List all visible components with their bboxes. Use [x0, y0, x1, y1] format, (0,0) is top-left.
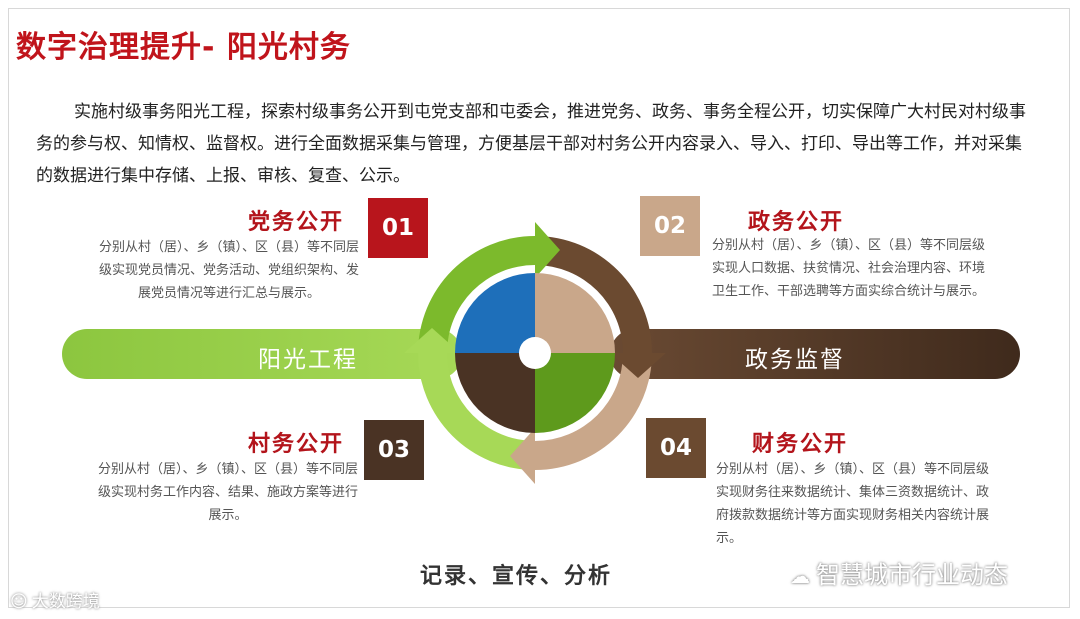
bottom-caption: 记录、宣传、分析 — [420, 564, 613, 589]
watermark-left: ☺ 大数跨境 — [10, 587, 100, 612]
ring-arrowheads — [404, 222, 666, 484]
right-arrow-label: 政务监督 — [745, 347, 845, 373]
right-arrow-bar — [610, 329, 1020, 379]
watermark-right-text: 智慧城市行业动态 — [816, 561, 1008, 589]
left-arrow-bar — [62, 329, 462, 379]
watermark-right: ☁ 智慧城市行业动态 — [790, 555, 1008, 590]
section-01-number: 01 — [368, 198, 428, 258]
section-04-number: 04 — [646, 418, 706, 478]
section-02-number: 02 — [640, 196, 700, 256]
intro-paragraph: 实施村级事务阳光工程，探索村级事务公开到屯党支部和屯委会，推进党务、政务、事务全… — [36, 102, 1026, 186]
section-01-title: 党务公开 — [248, 210, 345, 235]
section-03-description: 分别从村（居）、乡（镇）、区（县）等不同层级实现村务工作内容、结果、施政方案等进… — [97, 462, 358, 523]
center-dot — [519, 337, 551, 369]
section-04-title: 财务公开 — [752, 432, 849, 457]
watermark-left-text: 大数跨境 — [31, 592, 100, 612]
page-title: 数字治理提升- 阳光村务 — [16, 30, 351, 65]
section-03-title: 村务公开 — [248, 432, 345, 457]
section-03-number: 03 — [364, 420, 424, 480]
wechat-icon: ☁ — [790, 564, 810, 588]
watermark-logo-icon: ☺ — [10, 592, 28, 612]
section-02-description: 分别从村（居）、乡（镇）、区（县）等不同层级实现人口数据、扶贫情况、社会治理内容… — [712, 238, 986, 299]
section-02-title: 政务公开 — [748, 210, 845, 235]
left-arrow-label: 阳光工程 — [258, 347, 358, 373]
outer-ring — [418, 236, 652, 470]
section-01-description: 分别从村（居）、乡（镇）、区（县）等不同层级实现党员情况、党务活动、党组织架构、… — [98, 240, 359, 301]
inner-quadrants — [455, 273, 615, 433]
section-04-description: 分别从村（居）、乡（镇）、区（县）等不同层级实现财务往来数据统计、集体三资数据统… — [716, 462, 990, 546]
